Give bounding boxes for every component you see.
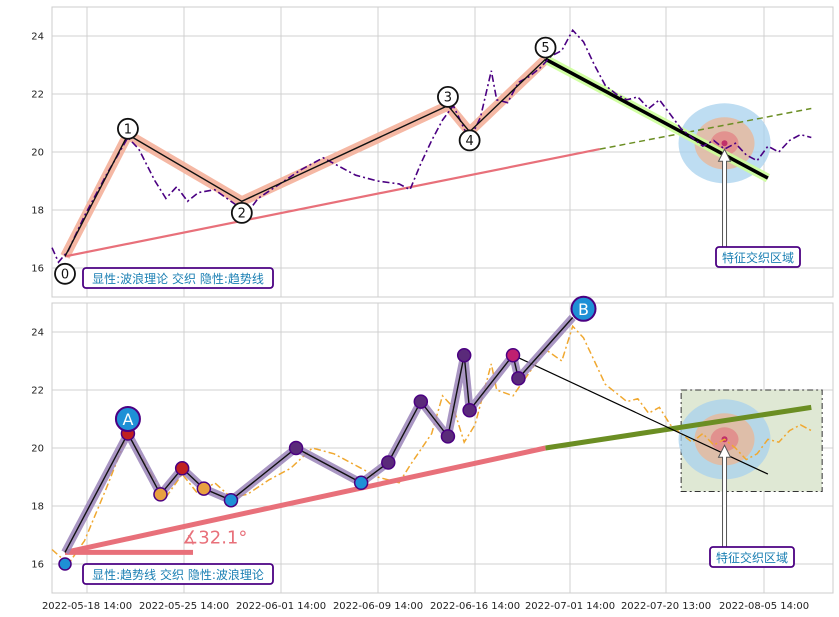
x-tick-label: 2022-06-01 14:00: [236, 601, 326, 612]
legend-box: [82, 267, 274, 289]
point-B: [570, 295, 597, 322]
annotation-box: [715, 246, 801, 268]
y-tick-label: 24: [31, 328, 44, 339]
y-tick-label: 22: [31, 386, 44, 397]
wave-point-2: [230, 201, 253, 224]
wave-label-3: 3: [444, 90, 452, 105]
y-tick-label: 16: [31, 560, 44, 571]
annotation-text: 特征交织区域: [716, 550, 788, 565]
point-label-B: B: [578, 300, 589, 319]
wave-point-0: [54, 262, 76, 285]
signal-marker: [413, 394, 429, 409]
wave-label-1: 1: [124, 122, 132, 137]
main-path: [64, 317, 574, 553]
annotation-text: 特征交织区域: [722, 250, 794, 265]
wave-path: [64, 58, 546, 257]
x-tick-label: 2022-05-18 14:00: [42, 601, 132, 612]
y-tick-label: 18: [31, 206, 44, 217]
x-tick-label: 2022-06-16 14:00: [430, 601, 520, 612]
point-A: [114, 406, 141, 432]
signal-marker: [456, 347, 472, 363]
annotation-arrow: [717, 444, 732, 554]
signal-marker: [440, 429, 456, 444]
signal-marker: [223, 492, 239, 508]
signal-marker: [196, 481, 212, 496]
x-axis: 2022-05-18 14:00 2022-05-25 14:00 2022-06-…: [42, 601, 809, 612]
wave-point-1: [117, 117, 139, 140]
signal-marker: [462, 403, 477, 418]
signal-marker: [381, 455, 396, 470]
start-marker: [58, 557, 72, 571]
wave-label-5: 5: [541, 41, 549, 56]
annotation-arrow: [717, 148, 732, 253]
y-tick-label: 20: [31, 148, 44, 159]
trend-line: [64, 148, 601, 258]
signal-marker: [353, 475, 369, 491]
y-tick-label: 18: [31, 502, 44, 513]
legend-text: 显性:波浪理论 交织 隐性:趋势线: [92, 271, 264, 286]
angle-label: ∡32.1°: [182, 528, 247, 549]
legend-box: [82, 563, 274, 585]
trend-extension: [545, 404, 812, 451]
annotation-box: [709, 546, 795, 568]
y-tick-label: 22: [31, 90, 44, 101]
point-label-A: A: [122, 410, 133, 429]
hotspot-center: [721, 140, 728, 147]
y-tick-label: 24: [31, 32, 44, 43]
signal-marker: [511, 371, 526, 386]
wave-label-4: 4: [465, 134, 473, 149]
y-tick-label: 20: [31, 444, 44, 455]
legend-text: 显性:趋势线 交织 隐性:波浪理论: [92, 567, 264, 582]
wave-point-3: [437, 86, 459, 108]
wave-label-2: 2: [238, 206, 246, 221]
x-tick-label: 2022-06-09 14:00: [333, 601, 423, 612]
x-tick-label: 2022-08-05 14:00: [719, 601, 809, 612]
x-tick-label: 2022-07-01 14:00: [525, 601, 615, 612]
signal-marker: [288, 440, 304, 456]
price-series: [51, 324, 812, 566]
trend-line: [64, 445, 547, 555]
trend-extension: [599, 107, 812, 150]
x-tick-label: 2022-05-25 14:00: [139, 601, 229, 612]
down-line: [544, 57, 769, 180]
signal-marker: [174, 461, 190, 476]
y-tick-label: 16: [31, 264, 44, 275]
x-tick-label: 2022-07-20 13:00: [621, 601, 711, 612]
wave-label-0: 0: [61, 267, 69, 282]
wave-point-5: [534, 36, 557, 59]
wave-point-4: [458, 129, 481, 152]
signal-marker: [505, 347, 521, 363]
signal-marker: [153, 487, 168, 502]
